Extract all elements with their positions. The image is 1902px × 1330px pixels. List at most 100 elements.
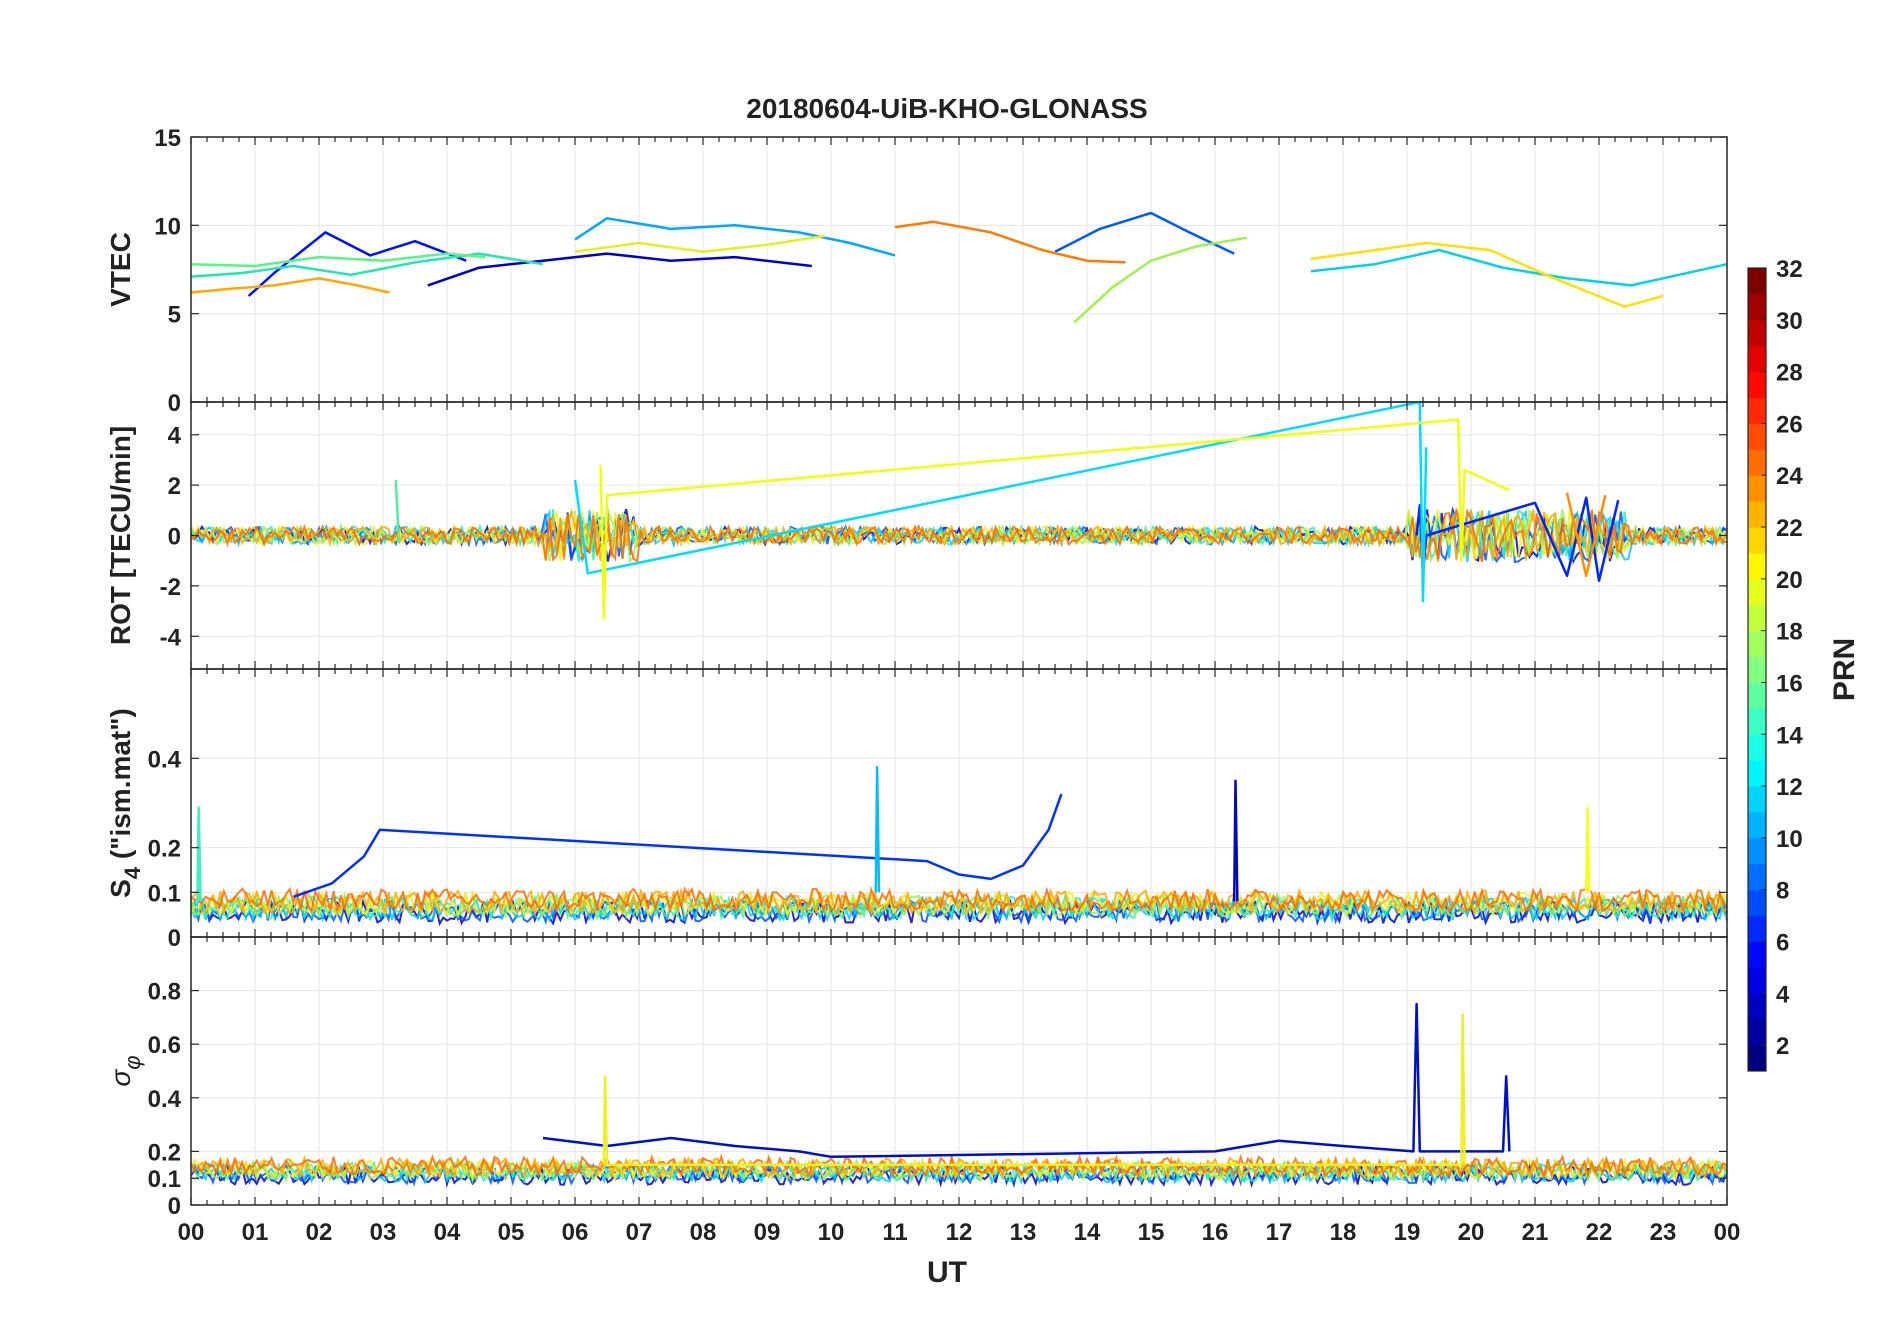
x-tick-label: 23 [1650, 1219, 1677, 1246]
colorbar-tick-label: 2 [1776, 1033, 1789, 1060]
s4-ticks [190, 669, 1728, 938]
colorbar-tick-label: 32 [1776, 256, 1803, 283]
colorbar-tick-label: 18 [1776, 619, 1803, 646]
vtec-ylabel: VTEC [105, 232, 136, 307]
colorbar-segment [1748, 423, 1766, 450]
colorbar-tick-label: 20 [1776, 567, 1803, 594]
colorbar-tick-label: 4 [1776, 981, 1790, 1008]
vtec-series-prn-13 [190, 252, 544, 278]
colorbar-segment [1748, 268, 1766, 295]
colorbar-segment [1748, 475, 1766, 502]
x-tick-label: 16 [1202, 1219, 1229, 1246]
colorbar-segment [1748, 527, 1766, 554]
s4-trace-cloud [190, 885, 1728, 927]
colorbar-box [1747, 267, 1767, 1072]
colorbar-segment [1748, 449, 1766, 476]
colorbar-tick-label: 10 [1776, 826, 1803, 853]
colorbar-segment [1748, 345, 1766, 373]
vtec-series-prn-17 [1073, 236, 1248, 324]
sigma_phi-grid [191, 937, 1727, 1206]
sigma_phi-series-prn-2 [542, 1002, 1511, 1159]
s4-ytick-label: 0.2 [148, 836, 181, 863]
x-tick-label: 07 [626, 1219, 653, 1246]
vtec-series-prn-22 [190, 277, 390, 294]
sigma_phi-ytick-label: 0.4 [148, 1086, 182, 1113]
vtec-series [190, 211, 1728, 324]
sigma_phi-ylabel: σφ [105, 1055, 145, 1086]
rot-ylabel: ROT [TECU/min] [105, 426, 136, 645]
vtec-ytick-label: 10 [154, 213, 181, 240]
vtec-series-prn-11 [1310, 248, 1728, 287]
colorbar-segment [1748, 786, 1766, 813]
x-tick-label: 17 [1266, 1219, 1293, 1246]
colorbar-segment [1748, 501, 1766, 528]
panel-vtec: 0 5 10 15 VTEC [105, 125, 1728, 417]
colorbar-segment [1748, 552, 1766, 580]
s4-noise-trace [190, 885, 1728, 915]
colorbar-segment [1748, 1045, 1766, 1072]
panel-rot: -4 -2 0 2 4 ROT [TECU/min] [105, 400, 1728, 670]
x-tick-label: 04 [434, 1219, 461, 1246]
colorbar-tick-label: 16 [1776, 670, 1803, 697]
s4-ylabel: S4 ("ism.mat") [105, 708, 145, 898]
colorbar-tick-label: 8 [1776, 878, 1789, 905]
x-tick-label: 00 [1714, 1219, 1741, 1246]
rot-ytick-label: 2 [168, 473, 181, 500]
rot-ticks [190, 402, 1728, 669]
vtec-series-prn-19 [574, 234, 825, 254]
colorbar-segment [1748, 915, 1766, 942]
rot-ytick-label: 4 [168, 423, 182, 450]
s4-series-prn-13 [196, 806, 202, 902]
x-tick-label: 19 [1394, 1219, 1421, 1246]
x-tick-label: 09 [754, 1219, 781, 1246]
colorbar-segment [1748, 889, 1766, 917]
vtec-series-prn-6 [1054, 211, 1235, 255]
rot-series-prn-19 [599, 418, 1510, 620]
chart-title: 20180604-UiB-KHO-GLONASS [746, 93, 1147, 124]
colorbar-label: PRN [1828, 638, 1861, 701]
s4-series-prn-2 [1232, 779, 1239, 902]
rot-noise-trace [190, 508, 1728, 562]
colorbar-segment [1748, 708, 1766, 735]
s4-series-prn-4 [292, 793, 1063, 898]
s4-series-prn-10 [874, 766, 881, 893]
colorbar-segment [1748, 734, 1766, 761]
vtec-ytick-label: 5 [168, 302, 181, 329]
x-tick-label: 13 [1010, 1219, 1037, 1246]
s4-series-prn-20 [1584, 806, 1591, 893]
x-tick-label: 12 [946, 1219, 973, 1246]
colorbar-segment [1748, 656, 1766, 683]
sigma_phi-ytick-label: 0 [168, 1193, 181, 1220]
vtec-series-prn-20 [1310, 241, 1664, 308]
sigma_phi-ytick-label: 0.2 [148, 1139, 181, 1166]
x-tick-label: 11 [882, 1219, 907, 1246]
panel-sigma_phi: 00.10.2 0.4 0.6 0.8 σφ [105, 936, 1728, 1220]
colorbar-segment [1748, 397, 1766, 424]
rot-ytick-label: 0 [168, 524, 181, 551]
x-tick-label: 20 [1458, 1219, 1485, 1246]
colorbar-segment [1748, 967, 1766, 994]
rot-series-prn-23 [1565, 492, 1607, 578]
colorbar-tick-label: 22 [1776, 515, 1803, 542]
x-tick-label: 15 [1138, 1219, 1165, 1246]
sigma_phi-series-prn-19 [602, 1013, 1466, 1167]
x-tick-label: 08 [690, 1219, 717, 1246]
rot-ytick-label: -2 [160, 574, 181, 601]
colorbar-tick-label: 26 [1776, 411, 1803, 438]
colorbar-tick-label: 12 [1776, 774, 1803, 801]
s4-series [196, 766, 1591, 902]
x-tick-label: 14 [1074, 1219, 1101, 1246]
x-tick-label: 21 [1522, 1219, 1549, 1246]
panel-s4: 00.10.20.4S4 ("ism.mat") [105, 668, 1728, 952]
x-axis: 00 01 02 03 04 05 06 07 08 09 10 11 12 13 14 15 16 17 18 19… [178, 1219, 1741, 1246]
vtec-grid [191, 136, 1727, 403]
sigma_phi-ytick-label: 0.6 [148, 1032, 181, 1059]
sigma_phi-ticks [190, 937, 1728, 1206]
colorbar-segment [1748, 630, 1766, 658]
s4-ytick-label: 0.4 [148, 746, 182, 773]
vtec-series-prn-2 [427, 252, 812, 287]
colorbar-segment [1748, 682, 1766, 709]
sigma_phi-trace-cloud [190, 1153, 1728, 1189]
x-tick-label: 18 [1330, 1219, 1357, 1246]
